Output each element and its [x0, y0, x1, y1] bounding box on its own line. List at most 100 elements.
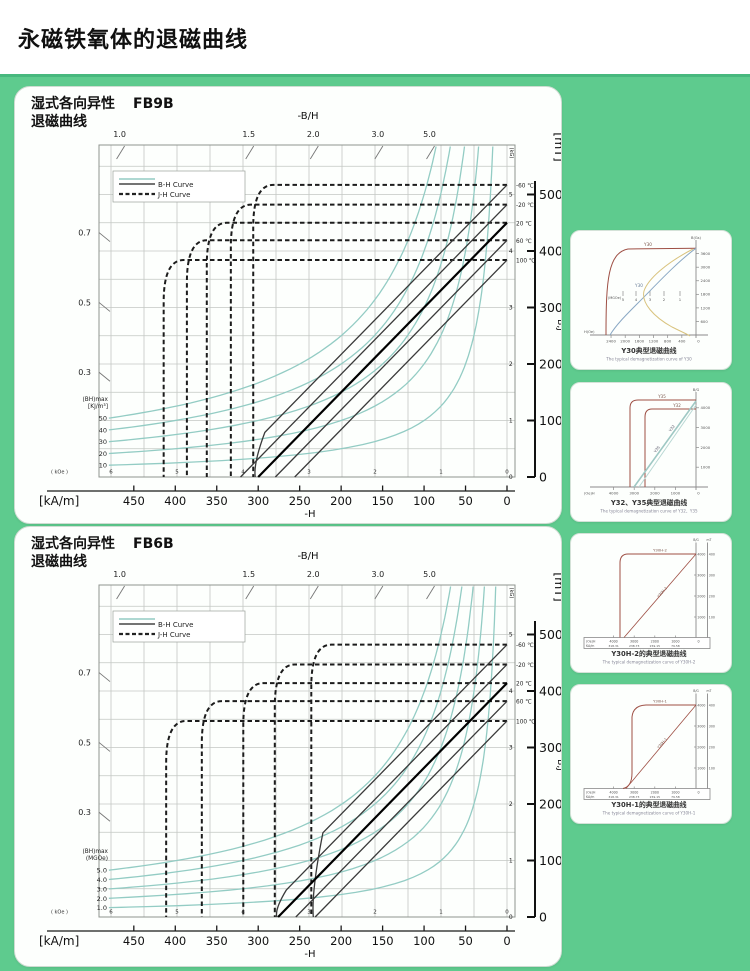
svg-text:(MGOe): (MGOe)	[608, 296, 622, 300]
panel-fb9b-series: 湿式各向异性	[31, 96, 115, 112]
svg-text:100: 100	[413, 494, 435, 508]
svg-text:3000: 3000	[697, 724, 705, 728]
svg-text:20 ℃: 20 ℃	[516, 220, 532, 227]
thumb-card-y30: B(Gs) 3600 3000 2400 1800 1200 600 2400 2000 1600…	[570, 230, 732, 370]
svg-text:0: 0	[697, 491, 700, 496]
svg-text:250: 250	[289, 494, 311, 508]
demagnetization-chart-fb9b: -B/H1.0 1.5 2.0 3.0 5.00.70.50.35040302010(B…	[39, 111, 561, 520]
svg-text:0: 0	[509, 914, 513, 921]
svg-text:4: 4	[635, 297, 638, 302]
svg-text:1600: 1600	[635, 339, 645, 344]
svg-text:(BH)max: (BH)max	[83, 849, 109, 855]
svg-text:800: 800	[664, 339, 672, 344]
svg-text:(kG): (kG)	[508, 148, 514, 159]
svg-text:0: 0	[697, 790, 699, 794]
svg-text:10: 10	[99, 462, 107, 470]
svg-text:238.73: 238.73	[629, 644, 640, 648]
svg-text:2000: 2000	[697, 745, 705, 749]
svg-text:-20 ℃: -20 ℃	[516, 202, 534, 209]
svg-text:[mT]: [mT]	[552, 572, 561, 602]
svg-text:3000: 3000	[630, 790, 638, 794]
panel-fb9b-header: 湿式各向异性 FB9B 退磁曲线	[31, 95, 174, 131]
svg-text:4000: 4000	[609, 790, 617, 794]
svg-text:450: 450	[123, 494, 145, 508]
svg-text:150: 150	[372, 494, 394, 508]
svg-text:1: 1	[509, 858, 513, 865]
svg-text:60 ℃: 60 ℃	[516, 238, 532, 245]
svg-text:79.58: 79.58	[671, 795, 680, 799]
svg-text:Y30: Y30	[634, 283, 643, 288]
svg-text:4000: 4000	[609, 639, 617, 643]
svg-text:1: 1	[679, 297, 682, 302]
svg-text:350: 350	[206, 934, 228, 948]
svg-text:4.0: 4.0	[97, 876, 107, 884]
svg-text:H(Oe): H(Oe)	[584, 330, 595, 334]
svg-text:400: 400	[164, 494, 186, 508]
svg-text:20: 20	[99, 450, 107, 458]
svg-text:2000: 2000	[650, 491, 660, 496]
svg-text:300: 300	[247, 934, 269, 948]
svg-text:3600: 3600	[701, 251, 711, 256]
svg-text:0: 0	[503, 494, 510, 508]
svg-text:2000: 2000	[651, 790, 659, 794]
svg-text:0.3: 0.3	[78, 808, 91, 817]
svg-text:Y30H-2: Y30H-2	[657, 586, 668, 598]
thumb-card-y30h2: B/G mT 4000 400 3000 300 2000 200 1000 100 (Oe)H KA…	[570, 533, 732, 673]
svg-text:200: 200	[709, 594, 715, 598]
svg-text:150: 150	[372, 934, 394, 948]
svg-text:3.0: 3.0	[371, 130, 384, 139]
svg-text:100 ℃: 100 ℃	[516, 718, 536, 725]
svg-text:KA/m: KA/m	[586, 644, 594, 648]
svg-text:Y30典型退磁曲线: Y30典型退磁曲线	[620, 346, 676, 355]
svg-text:The typical demagnetization cu: The typical demagnetization curve of Y30…	[602, 660, 696, 665]
svg-text:4: 4	[241, 470, 245, 476]
svg-text:3: 3	[649, 297, 652, 302]
svg-text:600: 600	[701, 319, 709, 324]
panel-fb6b-series: 湿式各向异性	[31, 536, 115, 552]
svg-text:0: 0	[539, 470, 547, 485]
svg-text:2: 2	[663, 297, 666, 302]
svg-text:B-H Curve: B-H Curve	[158, 181, 193, 189]
svg-text:1200: 1200	[701, 305, 711, 310]
svg-text:B,J: B,J	[555, 319, 561, 331]
svg-text:4000: 4000	[609, 491, 619, 496]
svg-text:100: 100	[539, 853, 561, 868]
svg-text:-20 ℃: -20 ℃	[516, 662, 534, 669]
svg-text:300: 300	[709, 724, 715, 728]
svg-text:200: 200	[709, 745, 715, 749]
panel-fb6b-header: 湿式各向异性 FB6B 退磁曲线	[31, 535, 174, 571]
svg-text:100 ℃: 100 ℃	[516, 258, 536, 265]
svg-text:2: 2	[373, 470, 377, 476]
svg-text:-B/H: -B/H	[297, 111, 318, 122]
svg-text:Y32: Y32	[668, 423, 677, 432]
panel-fb6b-subtitle: 退磁曲线	[31, 554, 87, 570]
panel-fb6b: 湿式各向异性 FB6B 退磁曲线 -B/H 1.0 1.5 2.0 3.0 5.0 0.7 0.…	[14, 526, 562, 967]
svg-text:0: 0	[505, 470, 509, 476]
svg-text:( kOe ): ( kOe )	[51, 470, 68, 476]
svg-text:200: 200	[539, 797, 561, 812]
svg-text:300: 300	[247, 494, 269, 508]
svg-text:J-H Curve: J-H Curve	[157, 191, 190, 199]
svg-text:3.0: 3.0	[97, 885, 107, 893]
svg-text:400: 400	[709, 703, 715, 707]
thumb-chart-y30h2: B/G mT 4000 400 3000 300 2000 200 1000 100 (Oe)HKA…	[583, 538, 715, 665]
svg-text:Y30H-2的典型退磁曲线: Y30H-2的典型退磁曲线	[610, 649, 686, 658]
svg-text:B-H Curve: B-H Curve	[158, 621, 193, 629]
svg-text:400: 400	[539, 244, 561, 259]
svg-text:300: 300	[709, 573, 715, 577]
svg-text:5: 5	[622, 297, 625, 302]
svg-text:Y35: Y35	[653, 444, 662, 453]
svg-text:2000: 2000	[620, 339, 630, 344]
svg-text:5.0: 5.0	[423, 570, 436, 579]
svg-text:450: 450	[123, 934, 145, 948]
svg-text:40: 40	[99, 426, 107, 434]
svg-text:1: 1	[509, 418, 513, 425]
svg-text:79.58: 79.58	[671, 644, 680, 648]
svg-text:20 ℃: 20 ℃	[516, 681, 532, 688]
page-title: 永磁铁氧体的退磁曲线	[18, 28, 249, 53]
svg-text:3: 3	[307, 910, 311, 916]
svg-text:3.0: 3.0	[371, 570, 384, 579]
svg-text:Y30H-1: Y30H-1	[653, 699, 667, 704]
svg-text:2: 2	[373, 910, 377, 916]
svg-text:2.0: 2.0	[307, 130, 320, 139]
